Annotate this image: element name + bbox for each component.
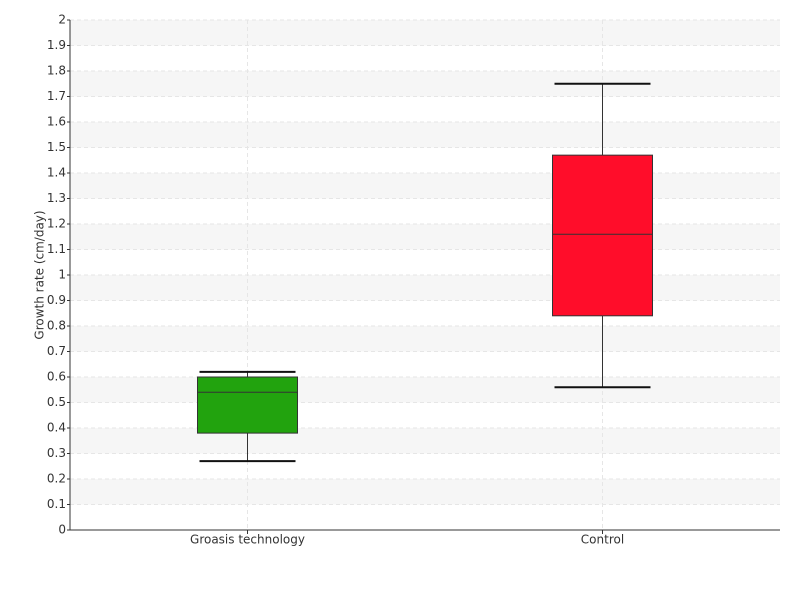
y-tick-label: 1.3 bbox=[47, 191, 66, 205]
stripe bbox=[70, 326, 780, 352]
y-tick-label: 1.1 bbox=[47, 242, 66, 256]
stripe bbox=[70, 428, 780, 454]
y-tick-label: 0.8 bbox=[47, 319, 66, 333]
y-tick-label: 1.4 bbox=[47, 166, 66, 180]
y-tick-label: 1.6 bbox=[47, 115, 66, 129]
stripe bbox=[70, 122, 780, 148]
stripe bbox=[70, 275, 780, 301]
y-tick-label: 1.2 bbox=[47, 217, 66, 231]
stripe bbox=[70, 173, 780, 199]
stripe bbox=[70, 224, 780, 250]
y-tick-label: 1.5 bbox=[47, 140, 66, 154]
box bbox=[197, 376, 298, 434]
y-tick-label: 0.7 bbox=[47, 344, 66, 358]
y-tick-label: 1.7 bbox=[47, 89, 66, 103]
y-tick-label: 0.1 bbox=[47, 497, 66, 511]
y-tick-label: 0.9 bbox=[47, 293, 66, 307]
stripe bbox=[70, 377, 780, 403]
y-tick-label: 1.8 bbox=[47, 64, 66, 78]
y-tick-label: 0.3 bbox=[47, 446, 66, 460]
y-tick-label: 1 bbox=[58, 268, 66, 282]
y-tick-label: 0 bbox=[58, 523, 66, 537]
y-tick-label: 0.2 bbox=[47, 472, 66, 486]
y-tick-label: 1.9 bbox=[47, 38, 66, 52]
stripe bbox=[70, 20, 780, 46]
y-tick-label: 2 bbox=[58, 13, 66, 27]
x-tick-label: Groasis technology bbox=[190, 533, 305, 547]
box bbox=[552, 154, 653, 317]
y-tick-label: 0.6 bbox=[47, 370, 66, 384]
y-tick-label: 0.4 bbox=[47, 421, 66, 435]
stripe bbox=[70, 479, 780, 505]
y-axis-label: Growth rate (cm/day) bbox=[33, 210, 47, 339]
x-tick-label: Control bbox=[581, 533, 624, 547]
y-tick-label: 0.5 bbox=[47, 395, 66, 409]
stripe bbox=[70, 71, 780, 97]
